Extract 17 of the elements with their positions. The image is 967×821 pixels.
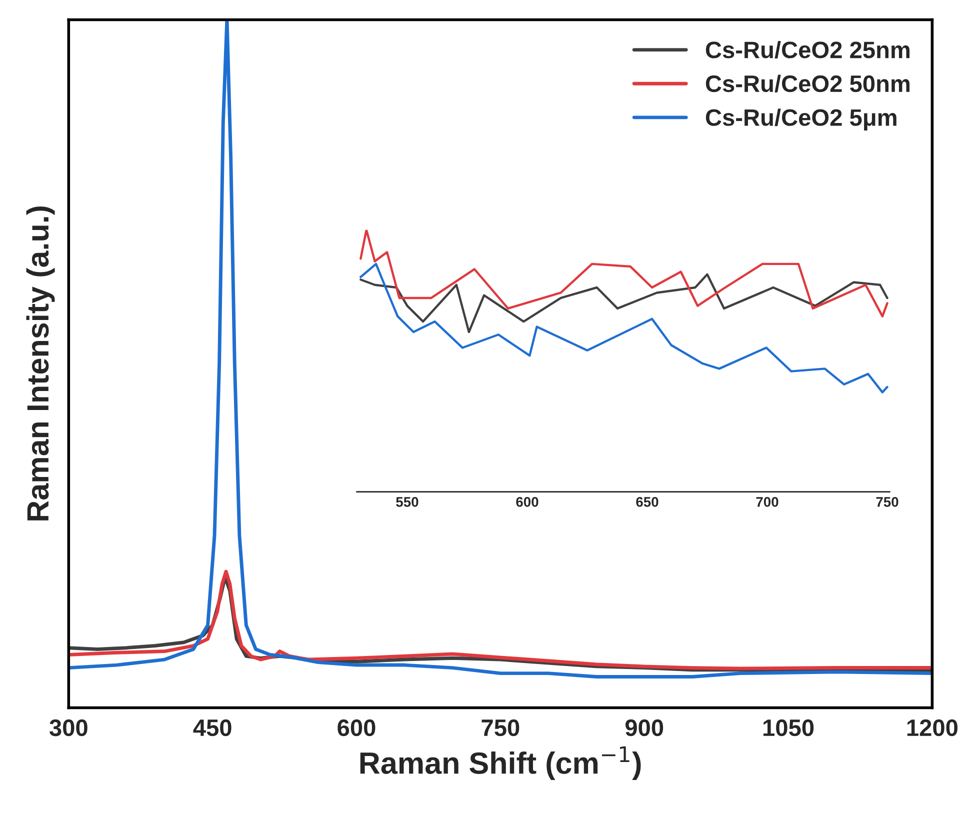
x-tick-label: 650 (636, 497, 658, 507)
x-tick-label: 900 (625, 719, 664, 736)
x-tick-label: 600 (338, 719, 376, 736)
x-tick-label: 1200 (907, 719, 958, 736)
x-tick-label: 550 (396, 497, 418, 507)
x-tick-label: 1050 (763, 719, 814, 736)
x-tick-label: 600 (516, 497, 538, 507)
x-tick-label: 750 (876, 497, 898, 507)
x-axis-title: Raman Shift (cm$^{−1}$) (360, 746, 641, 780)
x-tick-label: 450 (193, 719, 232, 736)
x-tick-label: 700 (756, 497, 778, 507)
legend-label: Cs-Ru/CeO2 50nm (706, 74, 910, 92)
x-tick-label: 750 (482, 719, 520, 736)
legend-label: Cs-Ru/CeO2 25nm (706, 40, 910, 59)
y-axis-title: Raman Intensity (a.u.) (26, 206, 55, 520)
legend-label: Cs-Ru/CeO2 5μm (706, 108, 896, 130)
x-tick-label: 300 (50, 719, 88, 736)
